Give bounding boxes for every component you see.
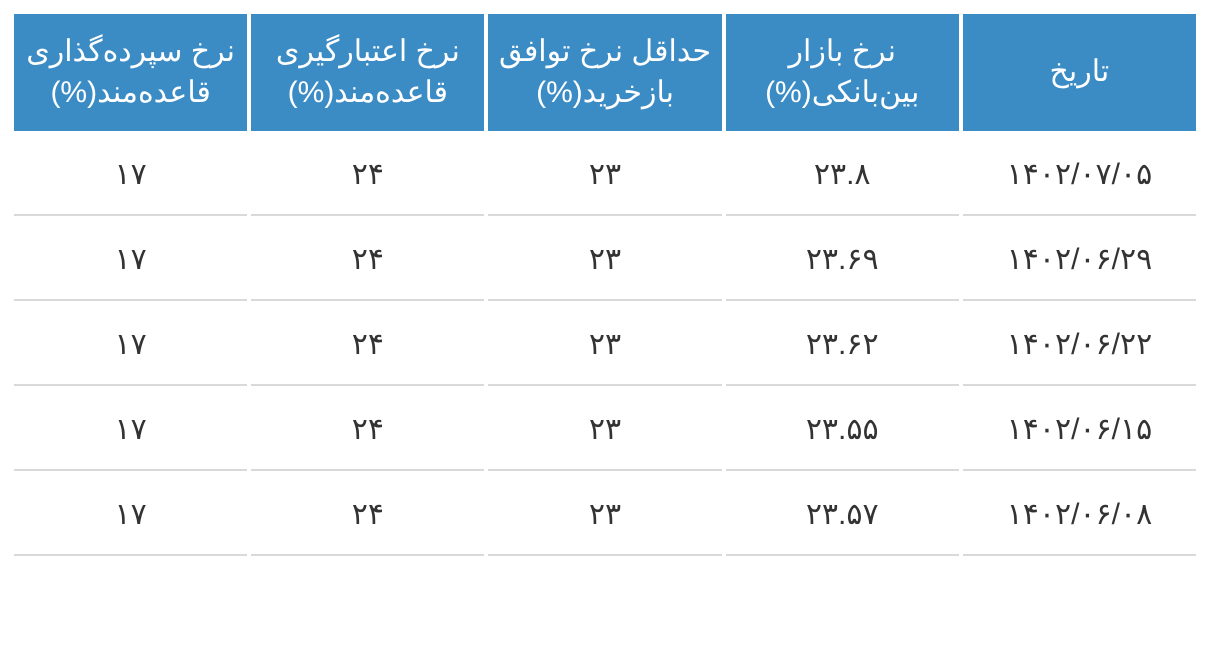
cell-date: ۱۴۰۲/۰۶/۲۹ xyxy=(963,220,1196,301)
cell-interbank: ۲۳.۸ xyxy=(726,135,959,216)
table-body: ۱۴۰۲/۰۷/۰۵ ۲۳.۸ ۲۳ ۲۴ ۱۷ ۱۴۰۲/۰۶/۲۹ ۲۳.۶… xyxy=(14,135,1196,556)
col-header-interbank: نرخ بازار بین‌بانکی(%) xyxy=(726,14,959,131)
cell-repo: ۲۳ xyxy=(488,390,721,471)
table-row: ۱۴۰۲/۰۶/۲۹ ۲۳.۶۹ ۲۳ ۲۴ ۱۷ xyxy=(14,220,1196,301)
rates-table: تاریخ نرخ بازار بین‌بانکی(%) حداقل نرخ ت… xyxy=(10,10,1200,560)
cell-interbank: ۲۳.۵۷ xyxy=(726,475,959,556)
cell-credit: ۲۴ xyxy=(251,220,484,301)
cell-repo: ۲۳ xyxy=(488,475,721,556)
cell-repo: ۲۳ xyxy=(488,135,721,216)
header-row: تاریخ نرخ بازار بین‌بانکی(%) حداقل نرخ ت… xyxy=(14,14,1196,131)
cell-interbank: ۲۳.۶۹ xyxy=(726,220,959,301)
cell-interbank: ۲۳.۵۵ xyxy=(726,390,959,471)
cell-date: ۱۴۰۲/۰۶/۲۲ xyxy=(963,305,1196,386)
cell-credit: ۲۴ xyxy=(251,390,484,471)
col-header-repo: حداقل نرخ توافق بازخرید(%) xyxy=(488,14,721,131)
cell-repo: ۲۳ xyxy=(488,220,721,301)
cell-deposit: ۱۷ xyxy=(14,390,247,471)
table-row: ۱۴۰۲/۰۶/۲۲ ۲۳.۶۲ ۲۳ ۲۴ ۱۷ xyxy=(14,305,1196,386)
table-row: ۱۴۰۲/۰۷/۰۵ ۲۳.۸ ۲۳ ۲۴ ۱۷ xyxy=(14,135,1196,216)
col-header-deposit: نرخ سپرده‌گذاری قاعده‌مند(%) xyxy=(14,14,247,131)
cell-credit: ۲۴ xyxy=(251,475,484,556)
cell-date: ۱۴۰۲/۰۶/۱۵ xyxy=(963,390,1196,471)
cell-deposit: ۱۷ xyxy=(14,305,247,386)
cell-deposit: ۱۷ xyxy=(14,475,247,556)
cell-deposit: ۱۷ xyxy=(14,135,247,216)
cell-repo: ۲۳ xyxy=(488,305,721,386)
cell-date: ۱۴۰۲/۰۶/۰۸ xyxy=(963,475,1196,556)
cell-credit: ۲۴ xyxy=(251,305,484,386)
col-header-credit: نرخ اعتبارگیری قاعده‌مند(%) xyxy=(251,14,484,131)
cell-date: ۱۴۰۲/۰۷/۰۵ xyxy=(963,135,1196,216)
rates-table-container: تاریخ نرخ بازار بین‌بانکی(%) حداقل نرخ ت… xyxy=(10,10,1200,560)
cell-interbank: ۲۳.۶۲ xyxy=(726,305,959,386)
cell-credit: ۲۴ xyxy=(251,135,484,216)
col-header-date: تاریخ xyxy=(963,14,1196,131)
table-row: ۱۴۰۲/۰۶/۰۸ ۲۳.۵۷ ۲۳ ۲۴ ۱۷ xyxy=(14,475,1196,556)
table-row: ۱۴۰۲/۰۶/۱۵ ۲۳.۵۵ ۲۳ ۲۴ ۱۷ xyxy=(14,390,1196,471)
cell-deposit: ۱۷ xyxy=(14,220,247,301)
table-header: تاریخ نرخ بازار بین‌بانکی(%) حداقل نرخ ت… xyxy=(14,14,1196,131)
